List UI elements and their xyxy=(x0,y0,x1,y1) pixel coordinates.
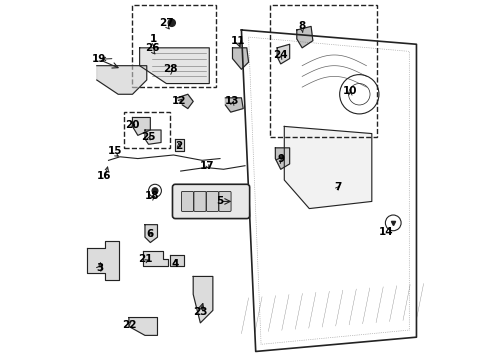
Text: 27: 27 xyxy=(159,18,174,28)
Bar xyxy=(132,5,217,87)
Polygon shape xyxy=(277,44,290,64)
Polygon shape xyxy=(275,148,290,169)
FancyBboxPatch shape xyxy=(219,192,231,211)
Polygon shape xyxy=(175,139,184,152)
Text: 22: 22 xyxy=(122,320,136,330)
Polygon shape xyxy=(143,251,168,266)
Polygon shape xyxy=(284,126,372,208)
Polygon shape xyxy=(297,26,313,48)
Text: 16: 16 xyxy=(97,171,111,181)
Text: 3: 3 xyxy=(97,262,104,273)
Text: 9: 9 xyxy=(277,154,284,163)
Text: 13: 13 xyxy=(225,96,240,107)
Bar xyxy=(270,5,377,137)
Polygon shape xyxy=(97,66,147,94)
Polygon shape xyxy=(145,130,161,144)
Text: 17: 17 xyxy=(200,161,215,171)
FancyBboxPatch shape xyxy=(206,192,219,211)
Text: 23: 23 xyxy=(193,307,208,317)
Text: 2: 2 xyxy=(175,141,183,151)
Text: 12: 12 xyxy=(172,96,186,107)
Text: 4: 4 xyxy=(172,259,179,269)
Polygon shape xyxy=(170,255,184,266)
Text: 20: 20 xyxy=(125,120,140,130)
Text: 21: 21 xyxy=(138,253,152,264)
Polygon shape xyxy=(232,48,248,69)
Polygon shape xyxy=(87,241,119,280)
FancyBboxPatch shape xyxy=(181,192,194,211)
Polygon shape xyxy=(193,276,213,323)
Circle shape xyxy=(152,188,158,194)
Text: 28: 28 xyxy=(163,64,177,74)
Bar xyxy=(123,112,170,148)
Polygon shape xyxy=(140,48,209,84)
Text: 15: 15 xyxy=(107,147,122,157)
Text: 26: 26 xyxy=(145,43,159,53)
Text: 14: 14 xyxy=(379,227,393,237)
Text: 11: 11 xyxy=(231,36,245,46)
Text: 6: 6 xyxy=(147,229,154,239)
Text: 10: 10 xyxy=(343,86,358,96)
Circle shape xyxy=(168,19,175,26)
Polygon shape xyxy=(145,225,157,243)
Text: 24: 24 xyxy=(273,50,288,60)
Text: 18: 18 xyxy=(145,191,159,201)
Polygon shape xyxy=(177,94,193,109)
Text: 7: 7 xyxy=(334,182,342,192)
Text: 1: 1 xyxy=(150,34,157,44)
Polygon shape xyxy=(225,98,243,112)
Text: 5: 5 xyxy=(217,197,223,206)
FancyBboxPatch shape xyxy=(172,184,249,219)
Text: 25: 25 xyxy=(141,132,156,142)
Polygon shape xyxy=(132,117,150,135)
Polygon shape xyxy=(129,318,157,336)
Text: 19: 19 xyxy=(91,54,106,64)
Text: 8: 8 xyxy=(298,21,306,31)
FancyBboxPatch shape xyxy=(194,192,206,211)
